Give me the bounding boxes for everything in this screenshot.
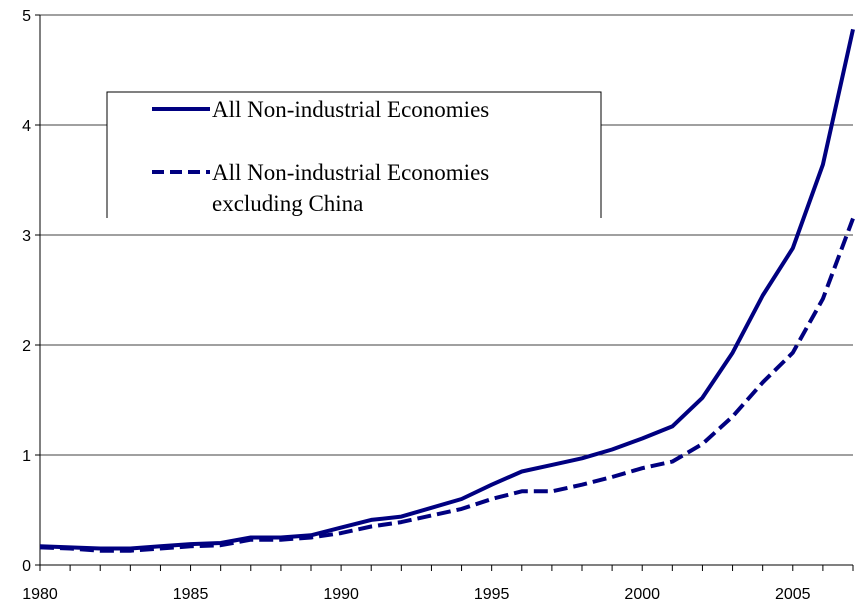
axes	[35, 14, 854, 571]
tick-labels: 0 1 2 3 4 5 1980 1985 1990 1995 2000 2005	[22, 8, 811, 603]
x-tick-label: 1995	[474, 586, 510, 603]
y-tick-label: 2	[22, 338, 31, 355]
series-line-all-economies	[39, 28, 855, 551]
y-tick-label: 4	[22, 118, 31, 135]
y-tick-label: 1	[22, 448, 31, 465]
series-line-excluding-china	[39, 217, 855, 553]
legend-label-excluding-china-line1: All Non-industrial Economies	[212, 160, 489, 185]
legend-background	[107, 92, 601, 218]
x-tick-label: 2000	[624, 586, 660, 603]
x-tick-label: 1985	[173, 586, 209, 603]
x-tick-label: 1980	[22, 586, 58, 603]
x-tick-label: 2005	[775, 586, 811, 603]
legend-border	[106, 91, 602, 218]
y-tick-label: 3	[22, 228, 31, 245]
gridlines	[40, 14, 853, 456]
y-tick-label: 5	[22, 8, 31, 25]
legend-label-all-economies: All Non-industrial Economies	[212, 97, 489, 122]
legend-label-excluding-china-line2: excluding China	[212, 191, 363, 216]
series-lines	[39, 28, 855, 553]
legend: All Non-industrial Economies All Non-indu…	[106, 91, 602, 218]
x-tick-label: 1990	[323, 586, 359, 603]
y-tick-label: 0	[22, 558, 31, 575]
